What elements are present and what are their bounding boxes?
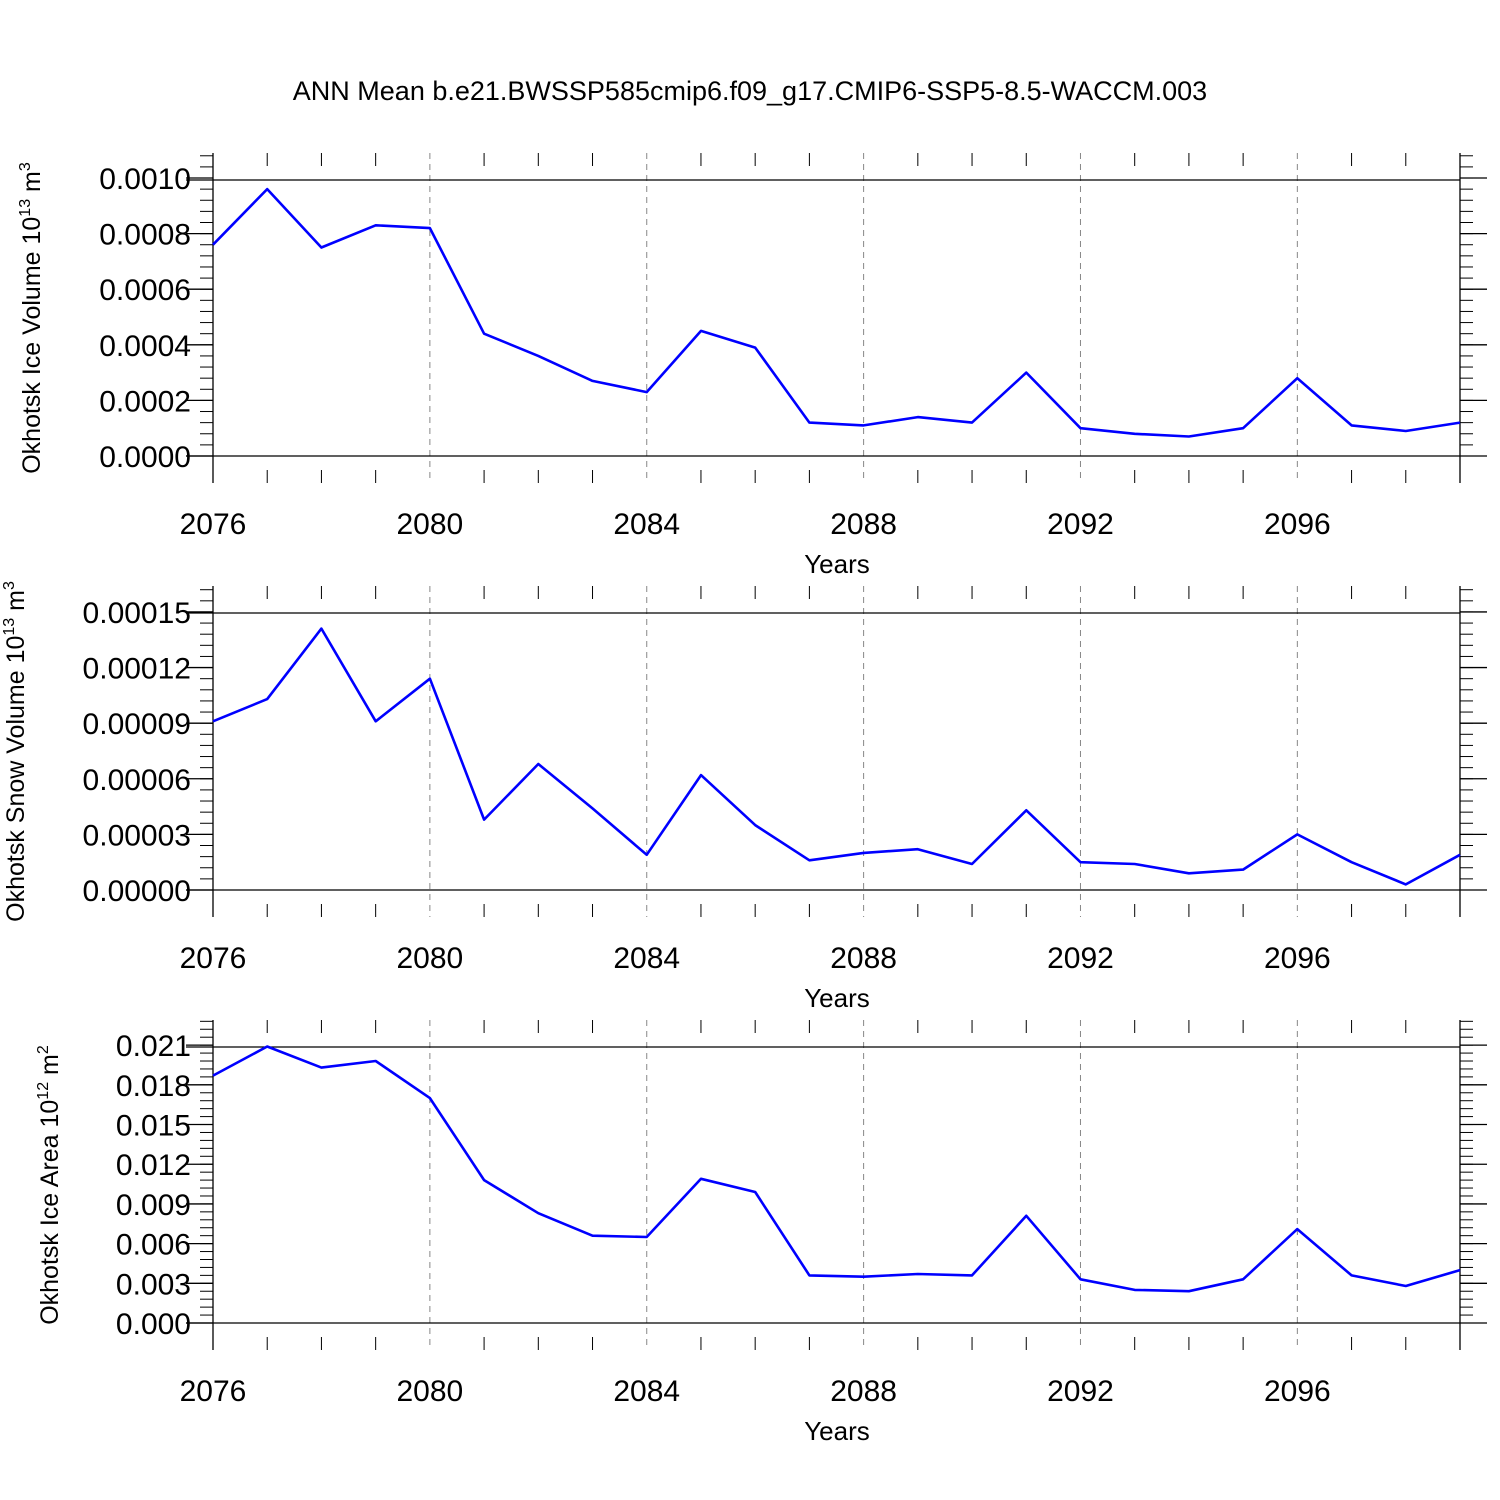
y-tick-label: 0.006 — [116, 1229, 191, 1262]
y-tick-label: 0.00003 — [83, 819, 191, 852]
y-tick-label: 0.021 — [116, 1030, 191, 1063]
y-tick-label: 0.0002 — [99, 385, 191, 418]
y-tick-label: 0.00009 — [83, 708, 191, 741]
series-line — [212, 627, 1461, 886]
x-tick-label: 2092 — [1047, 1375, 1114, 1408]
series-line — [212, 187, 1461, 438]
panel-1: 0.0000 0.0002 0.0004 0.0006 0.0008 0.0010 2076… — [17, 153, 1487, 579]
x-axis-label: Years — [804, 983, 870, 1013]
x-tick-label: 2076 — [180, 1375, 247, 1408]
x-tick-label: 2088 — [830, 508, 897, 541]
y-axis-label: Okhotsk Ice Area 1012 m2 — [35, 1045, 64, 1325]
panel-3: 0.000 0.003 0.006 0.009 0.012 0.015 0.018 0.021… — [35, 1020, 1487, 1446]
x-tick-label: 2088 — [830, 942, 897, 975]
y-axis-label: Okhotsk Snow Volume 1013 m3 — [1, 581, 30, 922]
x-tick-label: 2076 — [180, 508, 247, 541]
y-tick-label: 0.0008 — [99, 219, 191, 252]
y-tick-label: 0.003 — [116, 1268, 191, 1301]
y-tick-label: 0.0006 — [99, 274, 191, 307]
y-tick-label: 0.00006 — [83, 764, 191, 797]
y-tick-label: 0.018 — [116, 1070, 191, 1103]
x-tick-label: 2080 — [396, 942, 463, 975]
x-tick-label: 2080 — [396, 508, 463, 541]
chart-title: ANN Mean b.e21.BWSSP585cmip6.f09_g17.CMI… — [292, 76, 1208, 106]
x-tick-label: 2084 — [613, 1375, 680, 1408]
y-tick-label: 0.009 — [116, 1189, 191, 1222]
x-tick-label: 2096 — [1264, 942, 1331, 975]
y-tick-label: 0.00012 — [83, 653, 191, 686]
y-tick-label: 0.0010 — [99, 163, 191, 196]
x-axis-label: Years — [804, 549, 870, 579]
y-axis-label: Okhotsk Ice Volume 1013 m3 — [17, 162, 46, 474]
x-tick-label: 2080 — [396, 1375, 463, 1408]
y-tick-label: 0.000 — [116, 1308, 191, 1341]
y-tick-label: 0.012 — [116, 1149, 191, 1182]
series-line — [212, 1045, 1461, 1293]
x-tick-label: 2092 — [1047, 942, 1114, 975]
x-tick-label: 2088 — [830, 1375, 897, 1408]
panel-2: 0.00000 0.00003 0.00006 0.00009 0.00012 0.000… — [1, 581, 1487, 1013]
x-tick-label: 2092 — [1047, 508, 1114, 541]
y-tick-label: 0.0000 — [99, 441, 191, 474]
y-tick-label: 0.015 — [116, 1110, 191, 1143]
x-tick-label: 2096 — [1264, 1375, 1331, 1408]
y-tick-label: 0.0004 — [99, 330, 191, 363]
x-tick-label: 2084 — [613, 508, 680, 541]
x-tick-label: 2084 — [613, 942, 680, 975]
x-axis-label: Years — [804, 1416, 870, 1446]
y-tick-label: 0.00015 — [83, 597, 191, 630]
x-tick-label: 2076 — [180, 942, 247, 975]
x-tick-label: 2096 — [1264, 508, 1331, 541]
y-tick-label: 0.00000 — [83, 875, 191, 908]
